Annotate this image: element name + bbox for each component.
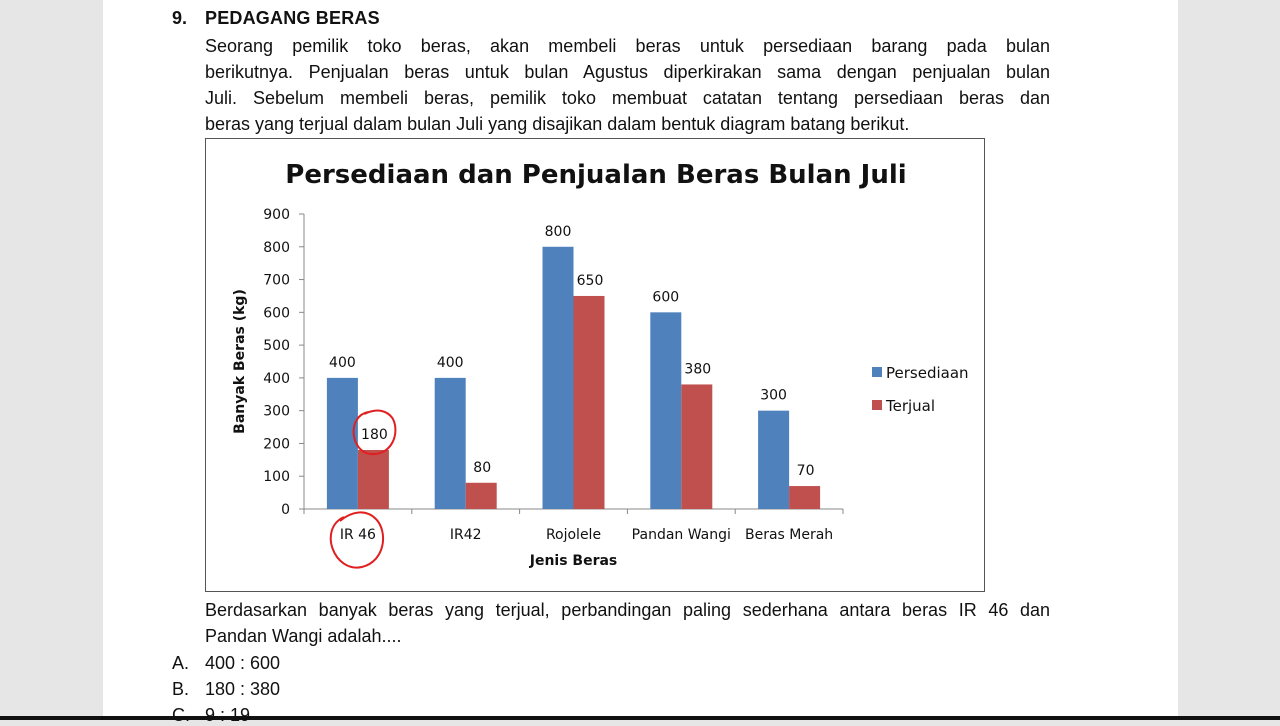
video-bottom-bar	[0, 716, 1280, 720]
y-tick-label: 300	[263, 404, 290, 420]
data-label: 80	[473, 460, 491, 476]
bar-persediaan	[758, 410, 790, 509]
x-tick-label: Beras Merah	[745, 527, 833, 543]
option-b-text: 180 : 380	[205, 679, 281, 699]
y-tick-label: 100	[263, 469, 290, 485]
x-axis-label: Jenis Beras	[529, 553, 618, 569]
bar-terjual	[465, 482, 497, 509]
paragraph-line: Juli. Sebelum membeli beras, pemilik tok…	[205, 88, 1050, 108]
x-tick-label: IR42	[450, 527, 482, 543]
option-a-letter: A.	[172, 653, 190, 673]
legend-label: Persediaan	[886, 364, 969, 382]
y-tick-label: 600	[263, 305, 290, 321]
paragraph-line: berikutnya. Penjualan beras untuk bulan …	[205, 62, 1050, 82]
y-tick-label: 800	[263, 240, 290, 256]
legend-swatch	[872, 367, 882, 377]
x-tick-label: Pandan Wangi	[632, 527, 731, 543]
bar-terjual	[573, 295, 605, 509]
y-tick-label: 700	[263, 273, 290, 289]
data-label: 400	[329, 355, 356, 371]
bar-terjual	[789, 486, 821, 509]
data-label: 70	[797, 463, 815, 479]
paragraph-line: beras yang terjual dalam bulan Juli yang…	[205, 114, 910, 134]
paragraph-line: Seorang pemilik toko beras, akan membeli…	[205, 36, 1050, 56]
y-tick-label: 200	[263, 436, 290, 452]
legend-swatch	[872, 400, 882, 410]
handwritten-circle-annotation	[329, 511, 384, 569]
question-number: 9.	[172, 8, 188, 28]
y-axis-label: Banyak Beras (kg)	[232, 289, 248, 434]
option-b-letter: B.	[172, 679, 190, 699]
x-tick-label: IR 46	[340, 527, 376, 543]
bar-terjual	[357, 450, 389, 509]
question-title: PEDAGANG BERAS	[205, 8, 380, 28]
y-tick-label: 400	[263, 371, 290, 387]
data-label: 400	[437, 355, 464, 371]
bar-chart: Persediaan dan Penjualan Beras Bulan Jul…	[205, 138, 985, 592]
data-label: 300	[760, 388, 787, 404]
y-tick-label: 900	[263, 207, 290, 223]
bar-persediaan	[650, 312, 682, 509]
option-a-text: 400 : 600	[205, 653, 281, 673]
data-label: 650	[577, 273, 604, 289]
y-tick-label: 500	[263, 338, 290, 354]
prompt-line: Pandan Wangi adalah....	[205, 626, 402, 646]
data-label: 800	[545, 224, 572, 240]
bar-persediaan	[434, 377, 466, 509]
bar-persediaan	[542, 246, 574, 509]
chart-canvas: Persediaan dan Penjualan Beras Bulan Jul…	[232, 160, 969, 569]
data-label: 180	[361, 427, 388, 443]
x-tick-label: Rojolele	[546, 527, 601, 543]
bar-persediaan	[326, 377, 358, 509]
y-tick-label: 0	[281, 502, 290, 518]
legend-label: Terjual	[885, 397, 935, 415]
chart-title: Persediaan dan Penjualan Beras Bulan Jul…	[285, 160, 906, 190]
bar-terjual	[681, 384, 713, 509]
data-label: 600	[652, 289, 679, 305]
data-label: 380	[684, 361, 711, 377]
handwritten-circle-annotation	[352, 409, 397, 456]
prompt-line: Berdasarkan banyak beras yang terjual, p…	[205, 600, 1050, 620]
